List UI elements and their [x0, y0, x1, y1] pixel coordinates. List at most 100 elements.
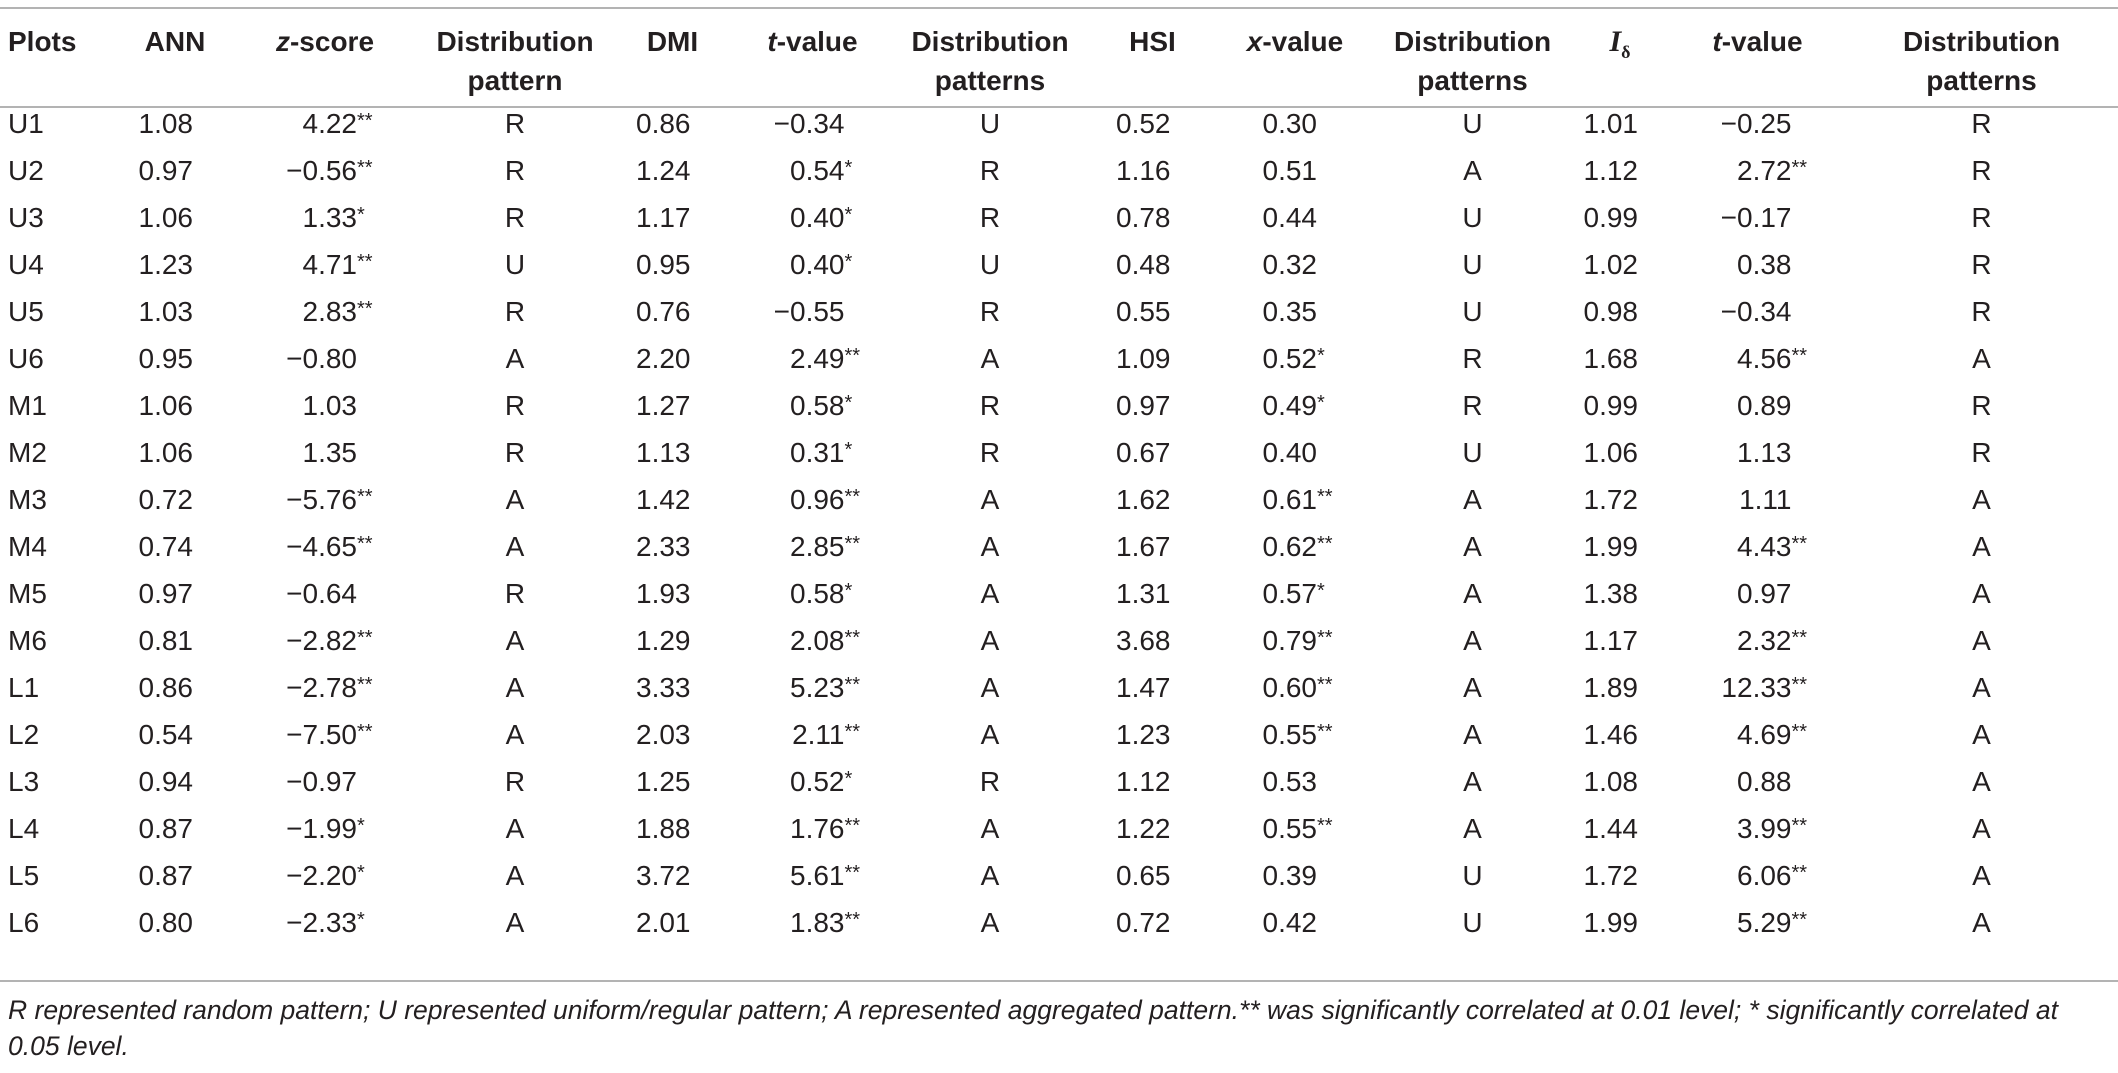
value: 1.72 [1583, 860, 1639, 892]
hsi-cell: 1.12 [1090, 759, 1215, 806]
distribution-pattern-cell: A [505, 530, 525, 562]
significance-marker: * [844, 203, 853, 226]
plot-cell: M2 [8, 436, 47, 468]
ann-cell: 0.95 [120, 335, 230, 382]
distribution-patterns-idelta-cell: A [1972, 860, 1991, 892]
dmi-cell: 1.25 [610, 759, 735, 806]
distribution-patterns-hsi-cell: U [1462, 295, 1483, 327]
distribution-patterns-dmi-cell: A [980, 530, 1000, 562]
value: 0.39 [1262, 860, 1318, 892]
xvalue-cell: 0.79** [1215, 618, 1375, 665]
dmi-cell: 2.01 [610, 900, 735, 947]
table-row: L5 0.87 −2.20* A 3.72 5.61** A 0.65 0.39 U 1.72 6.0… [0, 853, 2118, 900]
xvalue-cell: 0.39 [1215, 853, 1375, 900]
value: 1.76 [790, 813, 845, 845]
idelta-cell: 1.99 [1570, 523, 1670, 570]
plot-cell: M3 [8, 483, 47, 515]
value: 2.85 [790, 530, 845, 562]
value: 0.38 [1737, 248, 1792, 280]
distribution-pattern-cell: A [505, 813, 525, 845]
col-distribution-patterns-hsi-header: Distribution patterns [1393, 26, 1552, 96]
tvalue-idelta-cell: 5.29** [1670, 900, 1845, 947]
plot-cell: U2 [8, 154, 44, 186]
value: 1.33 [302, 201, 358, 233]
zscore-cell: −4.65** [230, 523, 420, 570]
ann-cell: 0.97 [120, 147, 230, 194]
col-distribution-pattern-header: Distribution pattern [436, 26, 594, 96]
idelta-cell: 1.02 [1570, 241, 1670, 288]
significance-marker: * [844, 438, 853, 461]
distribution-patterns-hsi-cell: A [1463, 766, 1482, 798]
ann-cell: 0.87 [120, 853, 230, 900]
value: 0.98 [1583, 295, 1639, 327]
value: 0.58 [790, 389, 845, 421]
tvalue-idelta-cell: −0.34 [1670, 288, 1845, 335]
value: 1.67 [1116, 530, 1171, 562]
value: 1.35 [302, 436, 358, 468]
distribution-patterns-idelta-cell: R [1971, 201, 1992, 233]
hsi-cell: 1.09 [1090, 335, 1215, 382]
table-row: M1 1.06 1.03 R 1.27 0.58* R 0.97 0.49* R 0.99 0.89 R [0, 382, 2118, 429]
value: 1.27 [636, 389, 691, 421]
distribution-pattern-cell: R [504, 577, 526, 609]
distribution-pattern-cell: A [505, 483, 525, 515]
col-zscore-header: z-score [275, 26, 375, 57]
distribution-pattern-cell: R [504, 201, 526, 233]
dmi-cell: 1.42 [610, 476, 735, 523]
value: 2.11 [792, 719, 845, 751]
hsi-cell: 3.68 [1090, 618, 1215, 665]
significance-marker: * [1317, 391, 1325, 414]
value: −1.99 [286, 813, 357, 845]
value: 0.94 [138, 766, 194, 798]
significance-marker: ** [357, 674, 373, 697]
col-idelta-header: Iδ [1609, 25, 1631, 62]
value: 0.54 [138, 719, 194, 751]
col-hsi-header: HSI [1129, 26, 1176, 57]
dmi-cell: 1.24 [610, 147, 735, 194]
ann-cell: 1.06 [120, 194, 230, 241]
value: 2.72 [1737, 154, 1792, 186]
value: −0.56 [286, 154, 357, 186]
idelta-cell: 1.06 [1570, 429, 1670, 476]
value: 0.54 [790, 154, 845, 186]
table-body: U1 1.08 4.22** R 0.86 −0.34 U 0.52 0.30 U 1.01 −0.2… [0, 100, 2118, 947]
hsi-cell: 0.65 [1090, 853, 1215, 900]
significance-marker: * [357, 815, 365, 838]
distribution-pattern-cell: R [504, 107, 526, 139]
hsi-cell: 1.31 [1090, 570, 1215, 617]
table-row: L1 0.86 −2.78** A 3.33 5.23** A 1.47 0.60** A 1.89… [0, 665, 2118, 712]
distribution-patterns-idelta-cell: A [1972, 719, 1991, 751]
col-xvalue-header: x-value [1246, 26, 1344, 57]
value: 0.40 [790, 201, 845, 233]
distribution-patterns-dmi-cell: R [979, 389, 1001, 421]
distribution-patterns-dmi-cell: A [980, 907, 1000, 939]
significance-marker: ** [1317, 485, 1333, 508]
value: 0.86 [636, 107, 691, 139]
significance-marker: ** [357, 721, 373, 744]
significance-marker: ** [844, 532, 861, 555]
value: 1.13 [636, 436, 691, 468]
zscore-cell: −0.64 [230, 570, 420, 617]
table-row: L4 0.87 −1.99* A 1.88 1.76** A 1.22 0.55** A 1.44 3… [0, 806, 2118, 853]
dmi-cell: 3.72 [610, 853, 735, 900]
idelta-cell: 1.99 [1570, 900, 1670, 947]
table-row: L2 0.54 −7.50** A 2.03 2.11** A 1.23 0.55** A 1.46… [0, 712, 2118, 759]
significance-marker: ** [1791, 532, 1808, 555]
value: −7.50 [286, 719, 357, 751]
tvalue-dmi-cell: −0.55 [735, 288, 890, 335]
distribution-patterns-hsi-cell: A [1463, 719, 1482, 751]
value: 0.96 [790, 483, 845, 515]
value: 12.33 [1721, 672, 1792, 704]
tvalue-dmi-cell: 2.08** [735, 618, 890, 665]
tvalue-idelta-cell: 0.89 [1670, 382, 1845, 429]
value: 0.97 [1737, 577, 1792, 609]
value: 1.17 [636, 201, 691, 233]
xvalue-cell: 0.60** [1215, 665, 1375, 712]
value: 0.49 [1262, 389, 1318, 421]
value: 0.62 [1262, 530, 1318, 562]
idelta-cell: 1.38 [1570, 570, 1670, 617]
value: 4.22 [302, 107, 358, 139]
distribution-patterns-idelta-cell: R [1971, 389, 1992, 421]
distribution-patterns-idelta-cell: R [1971, 107, 1992, 139]
hsi-cell: 1.22 [1090, 806, 1215, 853]
